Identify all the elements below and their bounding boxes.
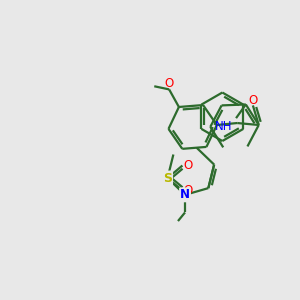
Text: N: N xyxy=(180,188,190,201)
Text: NH: NH xyxy=(215,120,232,133)
Text: S: S xyxy=(163,172,172,184)
Text: O: O xyxy=(248,94,257,107)
Text: O: O xyxy=(183,159,192,172)
Text: O: O xyxy=(164,77,174,90)
Text: O: O xyxy=(183,184,192,197)
